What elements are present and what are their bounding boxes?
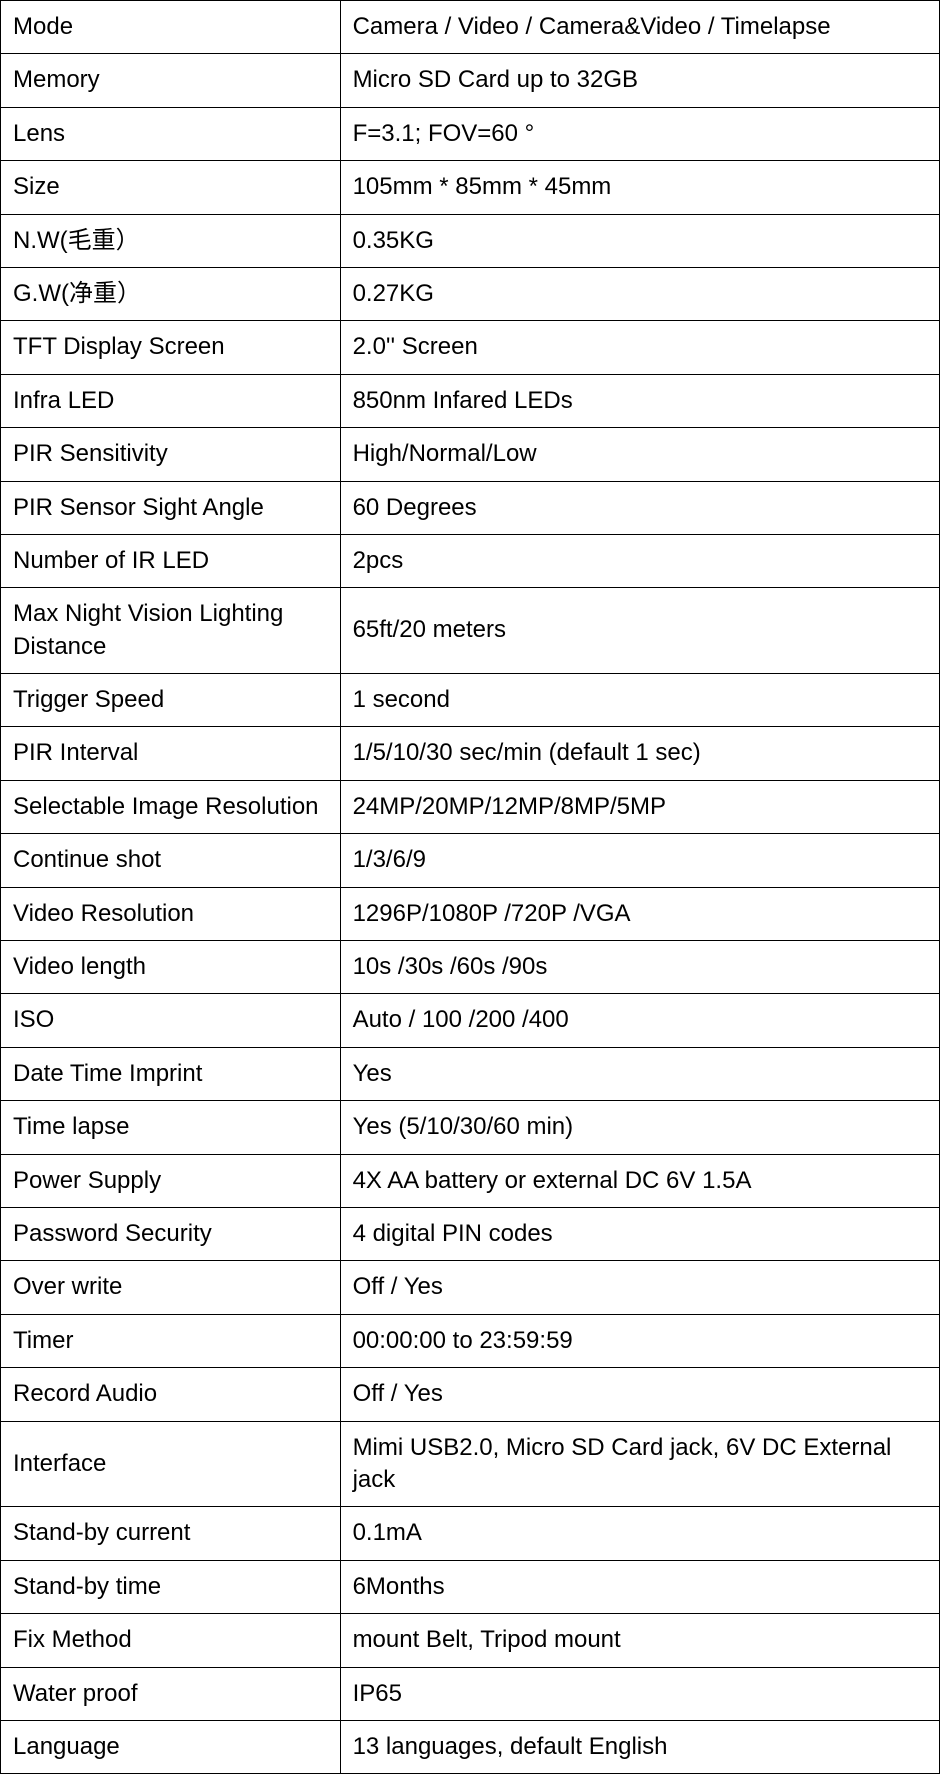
table-row: Fix Methodmount Belt, Tripod mount [1,1614,940,1667]
spec-key: Lens [1,107,341,160]
spec-key: Time lapse [1,1101,341,1154]
spec-key: PIR Sensitivity [1,428,341,481]
spec-value: 1 second [340,674,939,727]
table-row: N.W(毛重）0.35KG [1,214,940,267]
table-row: Stand-by current0.1mA [1,1507,940,1560]
spec-key: G.W(净重） [1,267,341,320]
spec-value: 60 Degrees [340,481,939,534]
table-row: PIR Sensor Sight Angle60 Degrees [1,481,940,534]
spec-value: 4 digital PIN codes [340,1207,939,1260]
table-row: InterfaceMimi USB2.0, Micro SD Card jack… [1,1421,940,1507]
spec-key: Password Security [1,1207,341,1260]
spec-value: 00:00:00 to 23:59:59 [340,1314,939,1367]
table-row: ModeCamera / Video / Camera&Video / Time… [1,1,940,54]
spec-table-body: ModeCamera / Video / Camera&Video / Time… [1,1,940,1774]
table-row: Number of IR LED2pcs [1,534,940,587]
table-row: Video Resolution1296P/1080P /720P /VGA [1,887,940,940]
spec-key: Over write [1,1261,341,1314]
spec-key: Max Night Vision Lighting Distance [1,588,341,674]
spec-key: N.W(毛重） [1,214,341,267]
spec-key: Stand-by time [1,1560,341,1613]
table-row: Time lapseYes (5/10/30/60 min) [1,1101,940,1154]
spec-value: 1/5/10/30 sec/min (default 1 sec) [340,727,939,780]
table-row: MemoryMicro SD Card up to 32GB [1,54,940,107]
spec-value: Off / Yes [340,1261,939,1314]
table-row: LensF=3.1; FOV=60 ° [1,107,940,160]
spec-key: Language [1,1720,341,1773]
table-row: Password Security4 digital PIN codes [1,1207,940,1260]
spec-value: High/Normal/Low [340,428,939,481]
spec-value: 10s /30s /60s /90s [340,941,939,994]
spec-key: Video Resolution [1,887,341,940]
spec-key: Video length [1,941,341,994]
spec-value: 2.0'' Screen [340,321,939,374]
spec-key: Selectable Image Resolution [1,780,341,833]
spec-value: 65ft/20 meters [340,588,939,674]
spec-value: 105mm * 85mm * 45mm [340,161,939,214]
spec-value: 24MP/20MP/12MP/8MP/5MP [340,780,939,833]
spec-key: Record Audio [1,1368,341,1421]
spec-value: F=3.1; FOV=60 ° [340,107,939,160]
table-row: Date Time ImprintYes [1,1047,940,1100]
spec-key: TFT Display Screen [1,321,341,374]
spec-value: Mimi USB2.0, Micro SD Card jack, 6V DC E… [340,1421,939,1507]
spec-value: 0.27KG [340,267,939,320]
spec-key: Mode [1,1,341,54]
spec-key: ISO [1,994,341,1047]
spec-value: 13 languages, default English [340,1720,939,1773]
table-row: TFT Display Screen2.0'' Screen [1,321,940,374]
spec-value: Yes [340,1047,939,1100]
spec-value: Camera / Video / Camera&Video / Timelaps… [340,1,939,54]
spec-value: 1296P/1080P /720P /VGA [340,887,939,940]
spec-table: ModeCamera / Video / Camera&Video / Time… [0,0,940,1774]
table-row: G.W(净重）0.27KG [1,267,940,320]
table-row: Water proofIP65 [1,1667,940,1720]
spec-value: 850nm Infared LEDs [340,374,939,427]
table-row: Continue shot1/3/6/9 [1,834,940,887]
table-row: Trigger Speed1 second [1,674,940,727]
spec-key: Power Supply [1,1154,341,1207]
table-row: Size105mm * 85mm * 45mm [1,161,940,214]
spec-key: Fix Method [1,1614,341,1667]
spec-value: Auto / 100 /200 /400 [340,994,939,1047]
spec-key: Interface [1,1421,341,1507]
spec-value: Off / Yes [340,1368,939,1421]
spec-value: 0.35KG [340,214,939,267]
spec-value: 6Months [340,1560,939,1613]
spec-key: PIR Sensor Sight Angle [1,481,341,534]
spec-key: Stand-by current [1,1507,341,1560]
spec-key: Memory [1,54,341,107]
spec-value: mount Belt, Tripod mount [340,1614,939,1667]
spec-key: Date Time Imprint [1,1047,341,1100]
spec-key: Trigger Speed [1,674,341,727]
table-row: Infra LED850nm Infared LEDs [1,374,940,427]
spec-value: 0.1mA [340,1507,939,1560]
table-row: Timer00:00:00 to 23:59:59 [1,1314,940,1367]
table-row: Video length10s /30s /60s /90s [1,941,940,994]
spec-value: IP65 [340,1667,939,1720]
spec-key: Timer [1,1314,341,1367]
table-row: ISOAuto / 100 /200 /400 [1,994,940,1047]
table-row: Language13 languages, default English [1,1720,940,1773]
table-row: Over writeOff / Yes [1,1261,940,1314]
spec-key: Water proof [1,1667,341,1720]
spec-value: Micro SD Card up to 32GB [340,54,939,107]
table-row: Selectable Image Resolution24MP/20MP/12M… [1,780,940,833]
table-row: PIR SensitivityHigh/Normal/Low [1,428,940,481]
spec-value: 1/3/6/9 [340,834,939,887]
table-row: Power Supply4X AA battery or external DC… [1,1154,940,1207]
table-row: Max Night Vision Lighting Distance65ft/2… [1,588,940,674]
spec-key: Number of IR LED [1,534,341,587]
spec-key: Infra LED [1,374,341,427]
spec-key: Continue shot [1,834,341,887]
table-row: Stand-by time6Months [1,1560,940,1613]
spec-key: Size [1,161,341,214]
spec-value: 2pcs [340,534,939,587]
spec-value: 4X AA battery or external DC 6V 1.5A [340,1154,939,1207]
spec-value: Yes (5/10/30/60 min) [340,1101,939,1154]
table-row: Record AudioOff / Yes [1,1368,940,1421]
table-row: PIR Interval1/5/10/30 sec/min (default 1… [1,727,940,780]
spec-key: PIR Interval [1,727,341,780]
